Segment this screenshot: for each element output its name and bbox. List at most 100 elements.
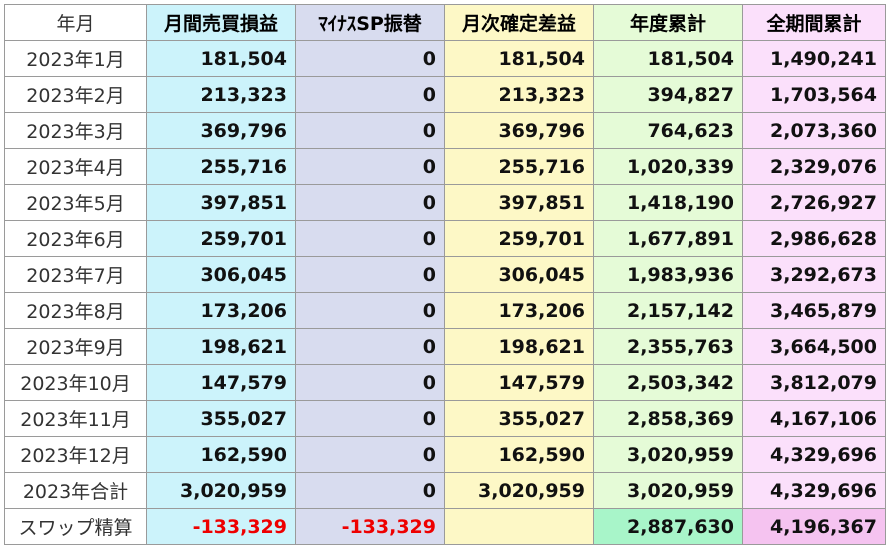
all-time-cumulative-cell[interactable]: 3,465,879 — [742, 292, 886, 329]
monthly-pl-cell[interactable]: 181,504 — [146, 40, 296, 77]
sp-transfer-cell[interactable]: 0 — [295, 40, 445, 77]
month-cell[interactable]: 2023年合計 — [4, 472, 147, 509]
all-time-cumulative-cell[interactable]: 2,073,360 — [742, 112, 886, 149]
month-cell[interactable]: 2023年8月 — [4, 292, 147, 329]
monthly-pl-cell[interactable]: 173,206 — [146, 292, 296, 329]
monthly-pl-cell[interactable]: 259,701 — [146, 220, 296, 257]
table-row: 2023年11月 355,027 0 355,027 2,858,369 4,167,10… — [4, 400, 886, 437]
table-row: 2023年9月 198,621 0 198,621 2,355,763 3,664,500 — [4, 328, 886, 365]
monthly-pl-cell[interactable]: 355,027 — [146, 400, 296, 437]
table-row: 2023年12月 162,590 0 162,590 3,020,959 4,329,69… — [4, 436, 886, 473]
month-cell[interactable]: 2023年6月 — [4, 220, 147, 257]
monthly-pl-cell[interactable]: 213,323 — [146, 76, 296, 113]
monthly-pl-cell[interactable]: 306,045 — [146, 256, 296, 293]
confirmed-cell[interactable]: 162,590 — [444, 436, 594, 473]
table-row: 2023年5月 397,851 0 397,851 1,418,190 2,726,927 — [4, 184, 886, 221]
all-time-cumulative-cell[interactable]: 4,329,696 — [742, 472, 886, 509]
all-time-cumulative-cell[interactable]: 4,167,106 — [742, 400, 886, 437]
monthly-pl-cell[interactable]: 255,716 — [146, 148, 296, 185]
fiscal-cumulative-cell[interactable]: 2,887,630 — [593, 508, 743, 545]
sp-transfer-cell[interactable]: 0 — [295, 256, 445, 293]
table-row: 2023年8月 173,206 0 173,206 2,157,142 3,465,879 — [4, 292, 886, 329]
table-row: 2023年4月 255,716 0 255,716 1,020,339 2,329,076 — [4, 148, 886, 185]
fiscal-cumulative-cell[interactable]: 2,858,369 — [593, 400, 743, 437]
fiscal-cumulative-cell[interactable]: 181,504 — [593, 40, 743, 77]
month-cell[interactable]: 2023年3月 — [4, 112, 147, 149]
all-time-cumulative-cell[interactable]: 2,329,076 — [742, 148, 886, 185]
total-row: 2023年合計 3,020,959 0 3,020,959 3,020,959 4,329… — [4, 472, 886, 509]
fiscal-cumulative-cell[interactable]: 1,677,891 — [593, 220, 743, 257]
all-time-cumulative-cell[interactable]: 1,703,564 — [742, 76, 886, 113]
confirmed-cell[interactable]: 355,027 — [444, 400, 594, 437]
header-row: 年月 月間売買損益 ﾏｲﾅｽSP振替 月次確定差益 年度累計 全期間累計 — [4, 4, 886, 41]
sp-transfer-cell[interactable]: -133,329 — [295, 508, 445, 545]
header-minus-sp-transfer: ﾏｲﾅｽSP振替 — [295, 4, 445, 41]
confirmed-cell[interactable]: 173,206 — [444, 292, 594, 329]
monthly-pl-cell[interactable]: 198,621 — [146, 328, 296, 365]
fiscal-cumulative-cell[interactable]: 2,503,342 — [593, 364, 743, 401]
table-row: 2023年10月 147,579 0 147,579 2,503,342 3,812,07… — [4, 364, 886, 401]
confirmed-cell[interactable]: 181,504 — [444, 40, 594, 77]
profit-table: 年月 月間売買損益 ﾏｲﾅｽSP振替 月次確定差益 年度累計 全期間累計 202… — [4, 4, 886, 545]
all-time-cumulative-cell[interactable]: 4,329,696 — [742, 436, 886, 473]
fiscal-cumulative-cell[interactable]: 1,983,936 — [593, 256, 743, 293]
all-time-cumulative-cell[interactable]: 4,196,367 — [742, 508, 886, 545]
monthly-pl-cell[interactable]: 147,579 — [146, 364, 296, 401]
confirmed-cell[interactable]: 397,851 — [444, 184, 594, 221]
all-time-cumulative-cell[interactable]: 2,726,927 — [742, 184, 886, 221]
month-cell[interactable]: 2023年12月 — [4, 436, 147, 473]
sp-transfer-cell[interactable]: 0 — [295, 472, 445, 509]
sp-transfer-cell[interactable]: 0 — [295, 436, 445, 473]
all-time-cumulative-cell[interactable]: 3,292,673 — [742, 256, 886, 293]
month-cell[interactable]: スワップ精算 — [4, 508, 147, 545]
monthly-pl-cell[interactable]: -133,329 — [146, 508, 296, 545]
all-time-cumulative-cell[interactable]: 1,490,241 — [742, 40, 886, 77]
month-cell[interactable]: 2023年7月 — [4, 256, 147, 293]
fiscal-cumulative-cell[interactable]: 394,827 — [593, 76, 743, 113]
month-cell[interactable]: 2023年4月 — [4, 148, 147, 185]
month-cell[interactable]: 2023年1月 — [4, 40, 147, 77]
confirmed-cell[interactable]: 147,579 — [444, 364, 594, 401]
confirmed-cell[interactable]: 369,796 — [444, 112, 594, 149]
confirmed-cell[interactable]: 213,323 — [444, 76, 594, 113]
table-row: 2023年7月 306,045 0 306,045 1,983,936 3,292,673 — [4, 256, 886, 293]
fiscal-cumulative-cell[interactable]: 3,020,959 — [593, 436, 743, 473]
confirmed-cell[interactable]: 306,045 — [444, 256, 594, 293]
all-time-cumulative-cell[interactable]: 3,812,079 — [742, 364, 886, 401]
sp-transfer-cell[interactable]: 0 — [295, 328, 445, 365]
monthly-pl-cell[interactable]: 3,020,959 — [146, 472, 296, 509]
sp-transfer-cell[interactable]: 0 — [295, 112, 445, 149]
fiscal-cumulative-cell[interactable]: 764,623 — [593, 112, 743, 149]
header-all-time-cumulative: 全期間累計 — [742, 4, 886, 41]
sp-transfer-cell[interactable]: 0 — [295, 148, 445, 185]
monthly-pl-cell[interactable]: 397,851 — [146, 184, 296, 221]
month-cell[interactable]: 2023年2月 — [4, 76, 147, 113]
fiscal-cumulative-cell[interactable]: 2,355,763 — [593, 328, 743, 365]
sp-transfer-cell[interactable]: 0 — [295, 364, 445, 401]
all-time-cumulative-cell[interactable]: 2,986,628 — [742, 220, 886, 257]
month-cell[interactable]: 2023年9月 — [4, 328, 147, 365]
month-cell[interactable]: 2023年11月 — [4, 400, 147, 437]
all-time-cumulative-cell[interactable]: 3,664,500 — [742, 328, 886, 365]
month-cell[interactable]: 2023年10月 — [4, 364, 147, 401]
confirmed-cell[interactable]: 255,716 — [444, 148, 594, 185]
monthly-pl-cell[interactable]: 162,590 — [146, 436, 296, 473]
sp-transfer-cell[interactable]: 0 — [295, 400, 445, 437]
confirmed-cell[interactable]: 198,621 — [444, 328, 594, 365]
fiscal-cumulative-cell[interactable]: 3,020,959 — [593, 472, 743, 509]
month-cell[interactable]: 2023年5月 — [4, 184, 147, 221]
table-row: 2023年1月 181,504 0 181,504 181,504 1,490,241 — [4, 40, 886, 77]
confirmed-cell[interactable]: 3,020,959 — [444, 472, 594, 509]
fiscal-cumulative-cell[interactable]: 1,418,190 — [593, 184, 743, 221]
sp-transfer-cell[interactable]: 0 — [295, 292, 445, 329]
header-monthly-pl: 月間売買損益 — [146, 4, 296, 41]
sp-transfer-cell[interactable]: 0 — [295, 76, 445, 113]
confirmed-cell[interactable]: 259,701 — [444, 220, 594, 257]
monthly-pl-cell[interactable]: 369,796 — [146, 112, 296, 149]
sp-transfer-cell[interactable]: 0 — [295, 184, 445, 221]
fiscal-cumulative-cell[interactable]: 2,157,142 — [593, 292, 743, 329]
confirmed-cell[interactable] — [444, 508, 594, 545]
table-row: 2023年2月 213,323 0 213,323 394,827 1,703,564 — [4, 76, 886, 113]
fiscal-cumulative-cell[interactable]: 1,020,339 — [593, 148, 743, 185]
sp-transfer-cell[interactable]: 0 — [295, 220, 445, 257]
